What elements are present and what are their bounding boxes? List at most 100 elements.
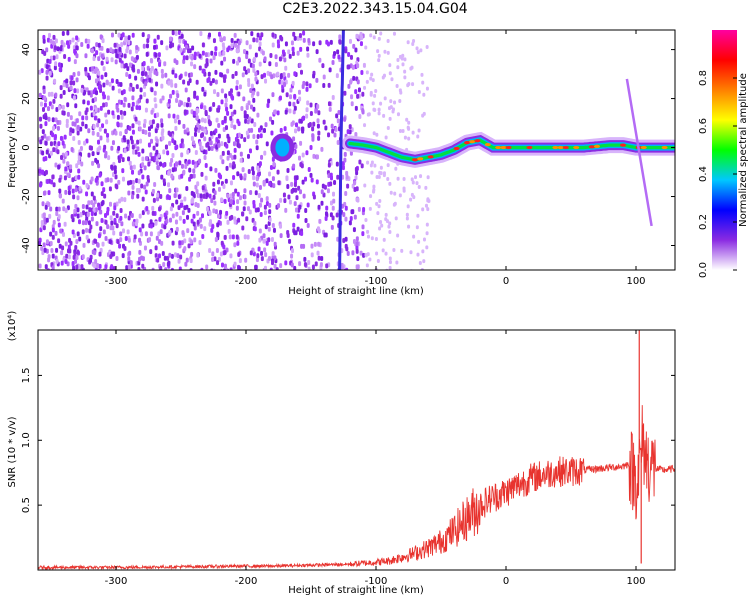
heatmap-cell bbox=[63, 54, 67, 60]
heatmap-cell bbox=[327, 162, 331, 168]
heatmap-cell bbox=[220, 262, 224, 268]
heatmap-cell bbox=[180, 33, 184, 39]
heatmap-cell bbox=[139, 87, 143, 93]
heatmap-cell bbox=[426, 175, 430, 180]
heatmap-cell bbox=[95, 221, 99, 227]
heatmap-cell bbox=[38, 241, 42, 247]
heatmap-hotspot bbox=[640, 145, 647, 150]
heatmap-cell bbox=[353, 180, 357, 186]
heatmap-cell bbox=[238, 258, 242, 264]
heatmap-cell bbox=[266, 70, 270, 76]
heatmap-cell bbox=[290, 253, 294, 259]
heatmap-cell bbox=[175, 60, 179, 66]
heatmap-cell bbox=[264, 224, 268, 230]
heatmap-cell bbox=[229, 104, 233, 110]
heatmap-cell bbox=[214, 209, 218, 215]
heatmap-cell bbox=[163, 224, 167, 230]
heatmap-cell bbox=[257, 193, 261, 199]
heatmap-cell bbox=[145, 205, 149, 211]
heatmap-cell bbox=[115, 223, 119, 229]
heatmap-cell bbox=[137, 187, 141, 193]
heatmap-cell bbox=[92, 124, 96, 130]
heatmap-cell bbox=[298, 32, 302, 38]
heatmap-cell bbox=[131, 95, 135, 101]
heatmap-cell bbox=[311, 264, 315, 270]
heatmap-cell bbox=[160, 83, 164, 89]
heatmap-cell bbox=[284, 207, 288, 213]
heatmap-cell bbox=[210, 50, 214, 56]
heatmap-cell bbox=[157, 231, 161, 237]
heatmap-cell bbox=[208, 106, 212, 112]
heatmap-cell bbox=[121, 176, 125, 182]
heatmap-cell bbox=[137, 170, 141, 176]
heatmap-cell bbox=[263, 210, 267, 216]
heatmap-cell bbox=[254, 76, 258, 82]
heatmap-cell bbox=[131, 129, 135, 135]
heatmap-cell bbox=[186, 149, 190, 155]
heatmap-cell bbox=[231, 73, 235, 79]
heatmap-cell bbox=[255, 176, 259, 182]
heatmap-cell bbox=[193, 51, 197, 57]
heatmap-cell bbox=[141, 148, 145, 154]
heatmap-cell bbox=[147, 161, 151, 167]
heatmap-cell bbox=[82, 90, 86, 96]
heatmap-cell bbox=[107, 155, 111, 161]
heatmap-cell bbox=[375, 132, 379, 137]
heatmap-cell bbox=[45, 75, 49, 81]
heatmap-cell bbox=[226, 193, 230, 199]
heatmap-cell bbox=[273, 241, 277, 247]
heatmap-cell bbox=[75, 264, 79, 270]
heatmap-cell bbox=[333, 132, 337, 138]
heatmap-cell bbox=[61, 110, 65, 116]
heatmap-cell bbox=[127, 35, 131, 41]
heatmap-cell bbox=[155, 71, 159, 77]
heatmap-cell bbox=[141, 174, 145, 180]
heatmap-cell bbox=[104, 72, 108, 78]
heatmap-cell bbox=[77, 264, 81, 270]
heatmap-hotspot bbox=[453, 146, 460, 151]
heatmap-cell bbox=[300, 231, 304, 237]
heatmap-cell bbox=[268, 217, 272, 223]
heatmap-cell bbox=[258, 237, 262, 243]
heatmap-cell bbox=[53, 45, 57, 51]
heatmap-cell bbox=[65, 118, 69, 124]
heatmap-cell bbox=[77, 159, 81, 165]
heatmap-cell bbox=[198, 141, 202, 147]
heatmap-cell bbox=[59, 93, 63, 99]
heatmap-cell bbox=[217, 173, 221, 179]
heatmap-cell bbox=[98, 263, 102, 269]
heatmap-cell bbox=[111, 225, 115, 231]
heatmap-cell bbox=[109, 177, 113, 183]
heatmap-cell bbox=[241, 72, 245, 78]
heatmap-cell bbox=[222, 74, 226, 80]
heatmap-cell bbox=[220, 240, 224, 246]
heatmap-cell bbox=[314, 108, 318, 114]
heatmap-cell bbox=[220, 60, 224, 66]
heatmap-cell bbox=[47, 32, 51, 38]
heatmap-cell bbox=[356, 63, 360, 69]
heatmap-cell bbox=[237, 56, 241, 62]
heatmap-cell bbox=[110, 164, 114, 170]
heatmap-cell bbox=[74, 103, 78, 109]
heatmap-cell bbox=[59, 85, 63, 91]
heatmap-cell bbox=[41, 129, 45, 135]
heatmap-cell bbox=[345, 174, 349, 180]
heatmap-cell bbox=[199, 223, 203, 229]
heatmap-cell bbox=[149, 219, 153, 225]
heatmap-cell bbox=[103, 128, 107, 134]
heatmap-cell bbox=[359, 250, 363, 256]
heatmap-cell bbox=[180, 163, 184, 169]
heatmap-cell bbox=[143, 118, 147, 124]
heatmap-cell bbox=[135, 178, 139, 184]
heatmap-cell bbox=[64, 208, 68, 214]
heatmap-cell bbox=[183, 101, 187, 107]
heatmap-cell bbox=[236, 199, 240, 205]
heatmap-cell bbox=[314, 261, 318, 267]
heatmap-cell bbox=[277, 203, 281, 209]
heatmap-cell bbox=[210, 268, 214, 270]
heatmap-cell bbox=[272, 183, 276, 189]
heatmap-cell bbox=[220, 99, 224, 105]
heatmap-cell bbox=[158, 206, 162, 212]
heatmap-cell bbox=[277, 43, 281, 49]
